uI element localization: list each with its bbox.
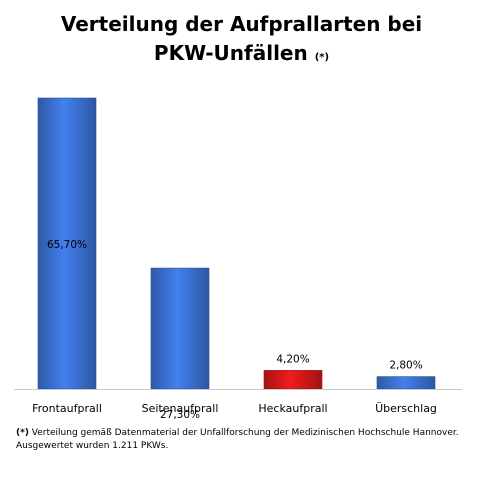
category-label: Überschlag (375, 402, 437, 415)
category-label: Heckaufprall (258, 402, 327, 415)
bars-group (37, 97, 436, 390)
bar-frontaufprall (37, 97, 97, 390)
bar-seitenaufprall (150, 267, 210, 390)
chart-title-line2-wrap: PKW-Unfällen (*) (0, 39, 483, 72)
labels-group: 65,70% Frontaufprall 27,30%Seitenaufprall 4… (32, 239, 437, 420)
footnote-star: (*) (16, 428, 29, 438)
bar-heckaufprall (263, 370, 323, 390)
footnote: (*) Verteilung gemäß Datenmaterial der U… (16, 427, 476, 453)
value-label: 65,70% (47, 239, 87, 251)
bar-chart: 65,70% Frontaufprall 27,30%Seitenaufprall 4… (14, 97, 462, 420)
category-label: Seitenaufprall (142, 402, 219, 415)
value-label: 2,80% (389, 360, 422, 372)
chart-title-note: (*) (314, 52, 330, 63)
category-label: Frontaufprall (32, 402, 102, 415)
chart-title: Verteilung der Aufprallarten bei PKW-Unf… (0, 10, 483, 72)
chart-title-line1: Verteilung der Aufprallarten bei (60, 12, 423, 36)
bar-überschlag (376, 376, 436, 390)
value-label: 4,20% (276, 353, 309, 365)
chart-title-line2: PKW-Unfällen (153, 41, 308, 65)
footnote-line1-wrap: (*) Verteilung gemäß Datenmaterial der U… (16, 427, 476, 440)
footnote-line2: Ausgewertet wurden 1.211 PKWs. (16, 441, 169, 451)
footnote-line1: Verteilung gemäß Datenmaterial der Unfal… (28, 428, 459, 438)
value-label: 27,30% (160, 409, 200, 420)
